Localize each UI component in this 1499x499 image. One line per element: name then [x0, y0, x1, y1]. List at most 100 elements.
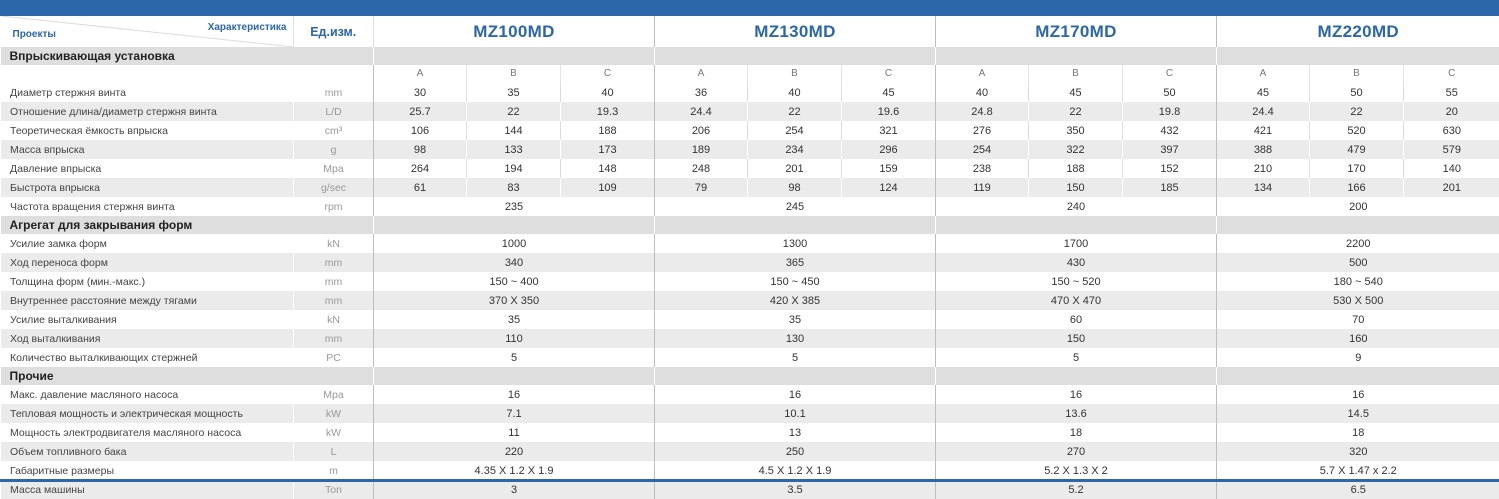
value-cell: 150 [1029, 178, 1123, 197]
row-label: Усилие замка форм [1, 234, 294, 253]
value-cell: 185 [1123, 178, 1217, 197]
spec-table: Характеристика Проекты Ед.изм. MZ100MD M… [0, 16, 1499, 499]
variant-label: A [936, 65, 1029, 83]
value-cell: 235 [374, 197, 655, 216]
value-cell: 250 [655, 442, 936, 461]
value-cell: 124 [842, 178, 936, 197]
section-row: Прочие [1, 367, 1499, 385]
value-cell: 166 [1310, 178, 1404, 197]
value-cell: 152 [1123, 159, 1217, 178]
value-cell: 340 [374, 253, 655, 272]
section-spacer [655, 367, 936, 385]
value-cell: 140 [1404, 159, 1499, 178]
value-cell: 159 [842, 159, 936, 178]
row-unit: kN [294, 310, 374, 329]
model-header: MZ130MD [655, 16, 936, 47]
row-label: Ход выталкивания [1, 329, 294, 348]
corner-characteristic: Характеристика [208, 19, 287, 37]
value-cell: 35 [467, 83, 561, 102]
value-cell: 210 [1217, 159, 1310, 178]
value-cell: 206 [655, 121, 748, 140]
corner-cell: Характеристика Проекты [1, 16, 294, 47]
value-cell: 365 [655, 253, 936, 272]
row-unit: mm [294, 253, 374, 272]
value-cell: 24.4 [655, 102, 748, 121]
row-label: Количество выталкивающих стержней [1, 348, 294, 367]
section-spacer [655, 216, 936, 234]
value-cell: 397 [1123, 140, 1217, 159]
value-cell: 22 [748, 102, 842, 121]
row-label: Усилие выталкивания [1, 310, 294, 329]
section-spacer [374, 47, 655, 65]
value-cell: 254 [748, 121, 842, 140]
model-header: MZ220MD [1217, 16, 1499, 47]
value-cell: 579 [1404, 140, 1499, 159]
row-unit: cm³ [294, 121, 374, 140]
value-cell: 194 [467, 159, 561, 178]
value-cell: 6.5 [1217, 480, 1499, 499]
value-cell: 276 [936, 121, 1029, 140]
section-spacer [655, 47, 936, 65]
variant-label: A [1217, 65, 1310, 83]
value-cell: 19.8 [1123, 102, 1217, 121]
value-cell: 61 [374, 178, 467, 197]
value-cell: 150 ~ 400 [374, 272, 655, 291]
row-label: Масса машины [1, 480, 294, 499]
value-cell: 245 [655, 197, 936, 216]
row-unit: g [294, 140, 374, 159]
corner-projects: Проекты [13, 26, 56, 44]
value-cell: 170 [1310, 159, 1404, 178]
section-spacer [1217, 216, 1499, 234]
value-cell: 13 [655, 423, 936, 442]
value-cell: 630 [1404, 121, 1499, 140]
value-cell: 24.4 [1217, 102, 1310, 121]
row-label: Объем топливного бака [1, 442, 294, 461]
value-cell: 79 [655, 178, 748, 197]
value-cell: 264 [374, 159, 467, 178]
value-cell: 10.1 [655, 404, 936, 423]
value-cell: 19.3 [561, 102, 655, 121]
value-cell: 370 X 350 [374, 291, 655, 310]
value-cell: 430 [936, 253, 1217, 272]
value-cell: 13.6 [936, 404, 1217, 423]
row-unit: mm [294, 329, 374, 348]
value-cell: 200 [1217, 197, 1499, 216]
value-cell: 388 [1217, 140, 1310, 159]
value-cell: 248 [655, 159, 748, 178]
value-cell: 50 [1123, 83, 1217, 102]
value-cell: 530 X 500 [1217, 291, 1499, 310]
value-cell: 109 [561, 178, 655, 197]
value-cell: 5 [655, 348, 936, 367]
value-cell: 133 [467, 140, 561, 159]
row-unit: Mpa [294, 385, 374, 404]
value-cell: 119 [936, 178, 1029, 197]
value-cell: 150 ~ 450 [655, 272, 936, 291]
value-cell: 16 [1217, 385, 1499, 404]
row-unit: rpm [294, 197, 374, 216]
value-cell: 1700 [936, 234, 1217, 253]
unit-header: Ед.изм. [294, 16, 374, 47]
value-cell: 160 [1217, 329, 1499, 348]
value-cell: 3.5 [655, 480, 936, 499]
value-cell: 22 [467, 102, 561, 121]
row-label: Ход переноса форм [1, 253, 294, 272]
value-cell: 520 [1310, 121, 1404, 140]
value-cell: 98 [748, 178, 842, 197]
value-cell: 150 [936, 329, 1217, 348]
value-cell: 16 [936, 385, 1217, 404]
row-unit: kN [294, 234, 374, 253]
value-cell: 270 [936, 442, 1217, 461]
value-cell: 321 [842, 121, 936, 140]
value-cell: 320 [1217, 442, 1499, 461]
value-cell: 130 [655, 329, 936, 348]
value-cell: 45 [842, 83, 936, 102]
value-cell: 7.1 [374, 404, 655, 423]
